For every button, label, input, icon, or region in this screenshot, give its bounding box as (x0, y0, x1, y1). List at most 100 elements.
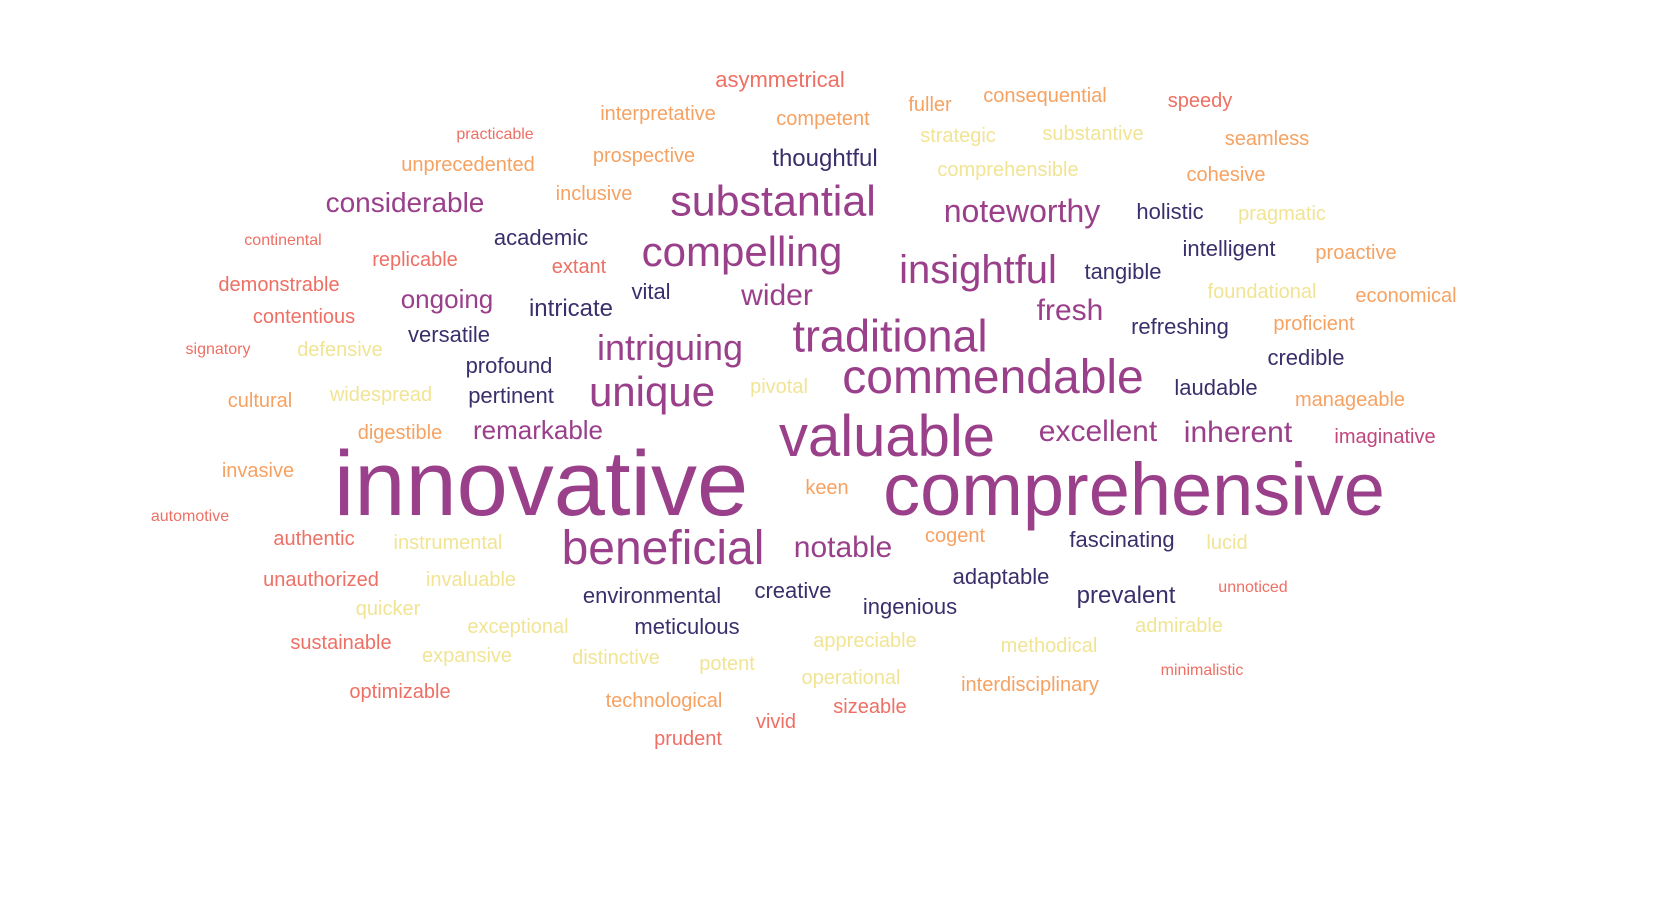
word-methodical: methodical (1000, 635, 1098, 657)
word-commendable: commendable (842, 351, 1144, 404)
word-interdisciplinary: interdisciplinary (961, 674, 1099, 696)
word-prudent: prudent (654, 728, 722, 750)
word-intelligent: intelligent (1182, 236, 1276, 261)
word-sizeable: sizeable (833, 696, 907, 718)
word-intricate: intricate (528, 295, 614, 322)
word-beneficial: beneficial (561, 522, 765, 575)
word-unique: unique (588, 368, 716, 415)
word-operational: operational (801, 667, 901, 689)
word-fuller: fuller (908, 94, 952, 116)
word-technological: technological (605, 690, 723, 712)
word-excellent: excellent (1038, 415, 1158, 448)
word-signatory: signatory (185, 341, 251, 358)
word-cogent: cogent (924, 525, 986, 547)
word-cohesive: cohesive (1186, 164, 1266, 186)
word-ongoing: ongoing (400, 284, 494, 314)
word-prospective: prospective (592, 145, 696, 167)
word-defensive: defensive (297, 339, 383, 361)
word-proactive: proactive (1315, 242, 1397, 264)
word-competent: competent (776, 108, 870, 130)
word-minimalistic: minimalistic (1160, 662, 1244, 679)
word-innovative: innovative (333, 433, 749, 535)
word-extant: extant (551, 256, 607, 278)
word-prevalent: prevalent (1076, 582, 1176, 609)
word-vivid: vivid (755, 711, 797, 733)
word-authentic: authentic (273, 528, 355, 550)
word-proficient: proficient (1273, 313, 1355, 335)
word-continental: continental (244, 232, 322, 249)
word-exceptional: exceptional (467, 616, 569, 638)
word-fascinating: fascinating (1069, 527, 1175, 552)
word-notable: notable (793, 531, 893, 564)
word-imaginative: imaginative (1334, 426, 1436, 448)
word-insightful: insightful (899, 248, 1057, 292)
word-considerable: considerable (325, 187, 485, 218)
word-laudable: laudable (1174, 375, 1258, 400)
word-academic: academic (493, 225, 589, 250)
word-noteworthy: noteworthy (943, 193, 1101, 229)
word-asymmetrical: asymmetrical (715, 67, 845, 92)
word-potent: potent (699, 653, 755, 675)
word-substantial: substantial (670, 177, 876, 226)
word-versatile: versatile (408, 322, 490, 347)
word-seamless: seamless (1224, 128, 1310, 150)
word-unnoticed: unnoticed (1218, 579, 1288, 596)
word-pragmatic: pragmatic (1238, 203, 1326, 225)
word-strategic: strategic (920, 125, 996, 147)
word-admirable: admirable (1135, 615, 1223, 637)
word-distinctive: distinctive (572, 647, 660, 669)
word-comprehensible: comprehensible (937, 159, 1079, 181)
word-creative: creative (754, 578, 832, 603)
word-keen: keen (805, 477, 849, 499)
word-tangible: tangible (1084, 259, 1162, 284)
word-digestible: digestible (357, 422, 443, 444)
word-replicable: replicable (372, 249, 458, 271)
word-unprecedented: unprecedented (401, 154, 535, 176)
word-widespread: widespread (329, 384, 433, 406)
word-pertinent: pertinent (468, 383, 554, 408)
word-automotive: automotive (150, 508, 230, 525)
word-interpretative: interpretative (600, 103, 716, 125)
word-instrumental: instrumental (393, 532, 503, 554)
word-environmental: environmental (582, 583, 722, 608)
word-fresh: fresh (1036, 294, 1104, 327)
word-inherent: inherent (1183, 416, 1293, 449)
word-meticulous: meticulous (634, 614, 740, 639)
word-foundational: foundational (1207, 281, 1317, 303)
word-intriguing: intriguing (596, 327, 744, 368)
word-speedy: speedy (1167, 90, 1233, 112)
word-consequential: consequential (983, 85, 1107, 107)
word-invaluable: invaluable (425, 569, 517, 591)
word-expansive: expansive (421, 645, 513, 667)
word-cultural: cultural (227, 390, 293, 412)
word-refreshing: refreshing (1131, 314, 1229, 339)
word-quicker: quicker (355, 598, 421, 620)
word-demonstrable: demonstrable (218, 274, 340, 296)
word-adaptable: adaptable (952, 564, 1050, 589)
word-comprehensive: comprehensive (883, 448, 1385, 531)
word-remarkable: remarkable (472, 415, 604, 445)
word-traditional: traditional (792, 310, 988, 362)
word-inclusive: inclusive (555, 183, 633, 205)
word-holistic: holistic (1136, 199, 1204, 224)
word-valuable: valuable (778, 404, 996, 469)
word-substantive: substantive (1042, 123, 1144, 145)
word-thoughtful: thoughtful (772, 145, 878, 172)
word-credible: credible (1267, 345, 1345, 370)
word-manageable: manageable (1294, 389, 1406, 411)
word-profound: profound (465, 353, 553, 378)
word-invasive: invasive (221, 460, 295, 482)
word-optimizable: optimizable (349, 681, 451, 703)
word-economical: economical (1355, 285, 1457, 307)
word-compelling: compelling (641, 228, 843, 275)
word-ingenious: ingenious (862, 594, 958, 619)
word-practicable: practicable (456, 126, 534, 143)
word-appreciable: appreciable (813, 630, 917, 652)
word-unauthorized: unauthorized (263, 569, 379, 591)
word-contentious: contentious (252, 306, 356, 328)
word-lucid: lucid (1206, 532, 1248, 554)
word-wider: wider (741, 279, 813, 312)
word-pivotal: pivotal (750, 376, 808, 398)
word-vital: vital (631, 279, 671, 304)
